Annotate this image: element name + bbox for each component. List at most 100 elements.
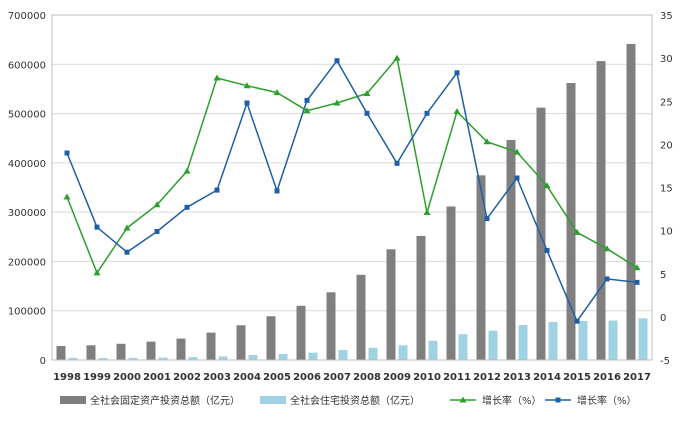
bar: [446, 206, 456, 360]
data-point: [154, 228, 160, 234]
left-axis-tick-label: 700000: [8, 11, 46, 22]
data-point: [243, 82, 251, 89]
right-axis-tick-label: 35: [660, 11, 673, 22]
x-axis-tick-label: 2011: [443, 372, 471, 383]
data-point: [183, 167, 191, 174]
data-point: [273, 89, 281, 96]
data-point: [514, 175, 520, 181]
data-point: [424, 110, 430, 116]
x-axis-tick-label: 2015: [563, 372, 591, 383]
x-axis-tick-label: 2013: [503, 372, 531, 383]
data-point: [544, 247, 550, 253]
bar: [326, 292, 336, 360]
data-point: [94, 224, 100, 230]
data-point: [213, 74, 221, 81]
legend-label: 全社会住宅投资总额（亿元）: [290, 394, 420, 407]
x-axis-tick-label: 2008: [353, 372, 381, 383]
bar: [596, 61, 606, 360]
left-axis-tick-label: 400000: [8, 159, 46, 170]
bar: [188, 357, 198, 360]
lines: [63, 54, 641, 324]
bar: [338, 349, 348, 360]
data-point: [184, 204, 190, 210]
legend-marker: [555, 397, 561, 403]
bar: [218, 356, 228, 360]
x-axis-tick-label: 2012: [473, 372, 501, 383]
x-axis-tick-label: 2002: [173, 372, 201, 383]
legend: 全社会固定资产投资总额（亿元） 全社会住宅投资总额（亿元） 增长率（%） 增长率（%）: [60, 394, 637, 407]
data-point: [304, 97, 310, 103]
legend-label: 增长率（%）: [577, 394, 637, 407]
data-point: [454, 70, 460, 76]
data-point: [574, 318, 580, 324]
bar: [266, 316, 276, 360]
x-axis-tick-label: 2010: [413, 372, 441, 383]
bar: [116, 343, 126, 360]
bar: [296, 305, 306, 360]
x-axis-tick-label: 2006: [293, 372, 321, 383]
data-point: [483, 138, 491, 145]
right-axis-tick-label: -5: [660, 356, 670, 367]
bar: [146, 341, 156, 360]
data-point: [303, 107, 311, 114]
data-point: [484, 216, 490, 222]
data-point: [333, 99, 341, 106]
right-axis-tick-label: 25: [660, 97, 673, 108]
bars: [56, 43, 648, 361]
bar: [536, 107, 546, 360]
data-point: [453, 108, 461, 115]
bar: [386, 249, 396, 360]
data-point: [244, 100, 250, 106]
bar: [548, 321, 558, 360]
data-point: [423, 209, 431, 216]
left-axis-tick-label: 0: [40, 356, 46, 367]
bar: [638, 318, 648, 360]
bar: [176, 338, 186, 360]
bar: [278, 353, 288, 360]
axes: 0 100000 200000 300000 400000 500000 600000 700…: [8, 11, 673, 383]
data-point: [634, 279, 640, 285]
bar: [488, 330, 498, 360]
bar: [158, 357, 168, 360]
bar: [518, 325, 528, 360]
bar: [506, 140, 516, 360]
data-point: [274, 188, 280, 194]
data-point: [393, 54, 401, 61]
right-axis-tick-label: 20: [660, 140, 673, 151]
x-axis-tick-label: 1999: [83, 372, 111, 383]
x-axis-tick-label: 2004: [233, 372, 261, 383]
left-axis-tick-label: 200000: [8, 257, 46, 268]
data-point: [513, 148, 521, 155]
x-axis-tick-label: 2017: [623, 372, 651, 383]
bar: [398, 345, 408, 360]
legend-swatch: [60, 396, 86, 404]
bar: [68, 357, 78, 360]
bar: [608, 320, 618, 360]
bar: [476, 175, 486, 360]
bar: [368, 347, 378, 360]
right-axis-tick-label: 0: [660, 313, 666, 324]
data-point: [64, 150, 70, 156]
right-axis-tick-label: 5: [660, 270, 666, 281]
data-point: [63, 193, 71, 200]
bar: [416, 235, 426, 360]
data-point: [633, 264, 641, 271]
x-axis-tick-label: 2000: [113, 372, 141, 383]
bar: [566, 83, 576, 361]
data-point: [394, 160, 400, 166]
plot-area-border: [51, 14, 653, 361]
data-point: [604, 276, 610, 282]
series-line: [66, 56, 638, 275]
left-axis-tick-label: 500000: [8, 110, 46, 121]
data-point: [573, 228, 581, 235]
data-point: [124, 249, 130, 255]
x-axis-tick-label: 2001: [143, 372, 171, 383]
bar: [248, 355, 258, 360]
x-axis-tick-label: 2003: [203, 372, 231, 383]
x-axis-tick-label: 2009: [383, 372, 411, 383]
data-point: [123, 224, 131, 231]
bar: [56, 345, 66, 360]
x-axis-tick-label: 2016: [593, 372, 621, 383]
